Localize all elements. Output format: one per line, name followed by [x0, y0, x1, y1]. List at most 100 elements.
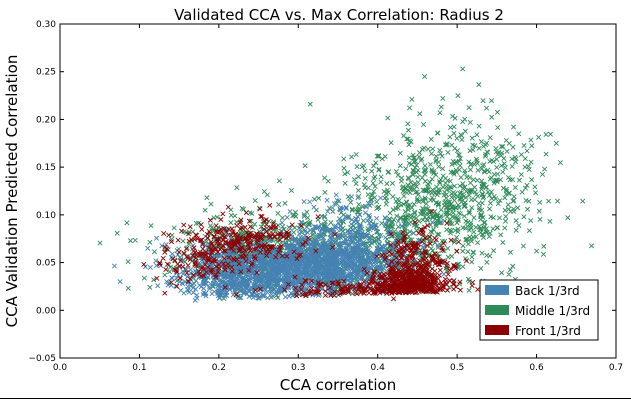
scatter-point	[315, 214, 321, 220]
scatter-point	[291, 212, 297, 218]
scatter-point	[460, 181, 466, 187]
x-axis-label: CCA correlation	[280, 376, 396, 394]
scatter-point	[395, 202, 401, 208]
scatter-point	[473, 224, 479, 230]
scatter-point	[356, 201, 362, 208]
scatter-point	[427, 161, 433, 168]
scatter-point	[409, 96, 415, 102]
scatter-point	[398, 178, 404, 184]
scatter-point	[521, 142, 527, 149]
scatter-point	[450, 113, 456, 119]
scatter-point	[494, 164, 500, 170]
scatter-point	[480, 195, 486, 201]
scatter-point	[451, 130, 457, 136]
x-tick-label: 0.7	[609, 363, 623, 373]
scatter-point	[511, 197, 517, 204]
scatter-point	[228, 220, 234, 226]
scatter-point	[151, 277, 157, 283]
scatter-point	[411, 186, 417, 192]
scatter-point	[473, 234, 479, 240]
scatter-point	[147, 264, 153, 270]
scatter-point	[442, 276, 448, 282]
x-tick-label: 0.5	[450, 363, 464, 373]
scatter-point	[239, 205, 245, 211]
scatter-point	[510, 144, 516, 150]
scatter-point	[541, 243, 547, 249]
scatter-point	[441, 271, 447, 277]
scatter-point	[355, 174, 362, 180]
scatter-point	[451, 197, 457, 203]
scatter-point	[521, 214, 527, 220]
scatter-point	[325, 178, 331, 184]
scatter-point	[374, 153, 380, 159]
scatter-point	[486, 192, 493, 198]
scatter-point	[407, 138, 413, 144]
scatter-point	[422, 188, 428, 194]
scatter-point	[522, 164, 528, 170]
scatter-point	[436, 163, 442, 170]
scatter-point	[460, 243, 466, 249]
scatter-point	[483, 229, 489, 235]
scatter-point	[282, 200, 288, 206]
scatter-point	[455, 93, 461, 99]
scatter-point	[445, 149, 451, 155]
scatter-point	[500, 169, 506, 175]
scatter-point	[507, 177, 513, 183]
scatter-point	[258, 224, 264, 230]
scatter-point	[495, 201, 501, 207]
scatter-point	[148, 223, 154, 229]
scatter-point	[466, 287, 472, 293]
scatter-point	[470, 147, 476, 153]
scatter-point	[374, 215, 380, 221]
scatter-point	[411, 209, 418, 215]
scatter-point	[475, 286, 481, 293]
scatter-point	[403, 185, 409, 192]
scatter-point	[328, 220, 334, 226]
scatter-point	[447, 178, 453, 184]
scatter-point	[162, 290, 168, 296]
legend-swatch	[485, 325, 509, 335]
scatter-point	[412, 158, 419, 164]
scatter-point	[353, 151, 359, 158]
scatter-point	[449, 214, 456, 220]
scatter-point	[431, 227, 437, 233]
scatter-point	[507, 249, 514, 255]
scatter-point	[383, 194, 389, 200]
scatter-point	[361, 182, 367, 188]
scatter-point	[428, 228, 434, 235]
scatter-point	[449, 205, 455, 211]
scatter-point	[466, 105, 472, 111]
scatter-point	[489, 157, 495, 163]
scatter-point	[429, 266, 435, 272]
scatter-point	[546, 198, 552, 204]
scatter-point	[384, 181, 390, 187]
scatter-point	[414, 197, 420, 204]
scatter-point	[361, 163, 367, 169]
scatter-point	[443, 195, 449, 201]
scatter-point	[309, 232, 316, 238]
scatter-point	[225, 204, 231, 210]
scatter-point	[417, 150, 423, 156]
scatter-point	[477, 226, 483, 232]
scatter-point	[430, 187, 436, 193]
scatter-point	[500, 239, 506, 246]
scatter-point	[580, 198, 586, 204]
scatter-point	[284, 214, 290, 220]
scatter-point	[204, 195, 210, 201]
scatter-point	[422, 73, 428, 80]
scatter-point	[447, 134, 453, 140]
scatter-point	[306, 220, 312, 226]
scatter-point	[471, 161, 477, 167]
scatter-point	[511, 208, 517, 215]
scatter-point	[338, 210, 344, 216]
scatter-point	[460, 119, 466, 125]
scatter-point	[435, 130, 441, 136]
scatter-point	[391, 296, 397, 302]
scatter-point	[175, 237, 181, 243]
scatter-point	[434, 231, 441, 237]
scatter-point	[190, 290, 196, 296]
scatter-point	[481, 194, 487, 200]
scatter-point	[509, 163, 515, 169]
scatter-point	[460, 66, 466, 72]
scatter-point	[341, 156, 347, 162]
